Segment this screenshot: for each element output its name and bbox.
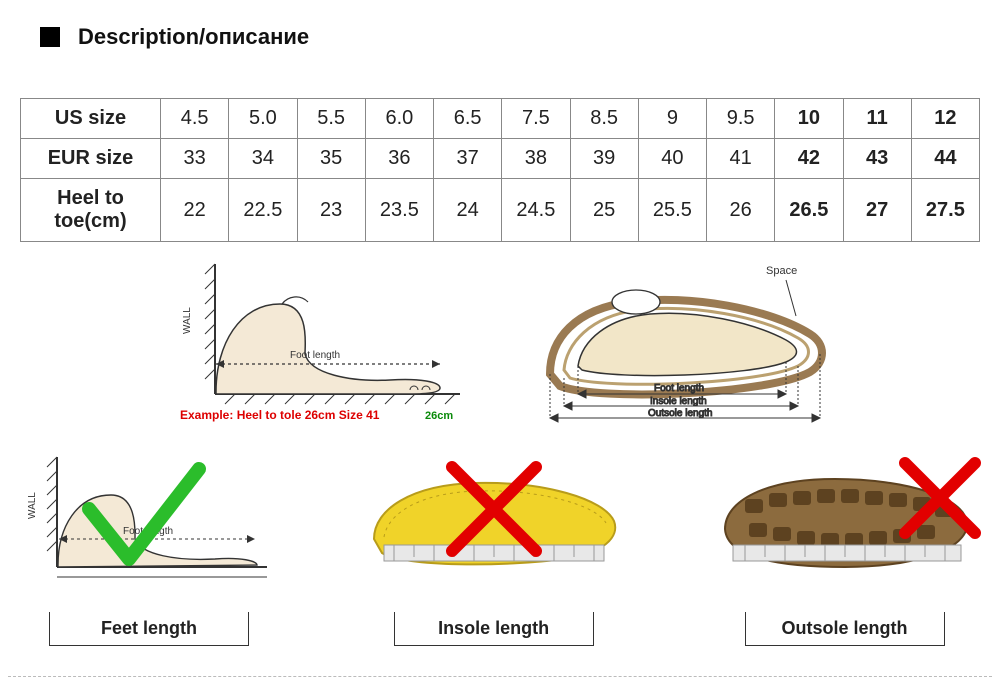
size-cell: 27.5	[911, 179, 979, 242]
size-cell: 25	[570, 179, 638, 242]
size-cell: 33	[161, 139, 229, 179]
size-cell: 40	[638, 139, 706, 179]
size-cell: 8.5	[570, 99, 638, 139]
shoe-space-svg: Space Foot length Insole length Outsole …	[520, 254, 840, 424]
size-chart-table: US size4.55.05.56.06.57.58.599.5101112EU…	[20, 98, 980, 242]
size-cell: 23	[297, 179, 365, 242]
foot-length-label: Foot length	[290, 350, 340, 361]
size-cell: 26.5	[775, 179, 843, 242]
section-header: Description/описание	[0, 0, 1000, 68]
size-cell: 22.5	[229, 179, 297, 242]
outsole-length-panel: Outsole length	[689, 449, 1000, 646]
size-cell: 24.5	[502, 179, 570, 242]
outsole-length-caption: Outsole length	[745, 612, 945, 646]
size-cell: 5.0	[229, 99, 297, 139]
header-title: Description/описание	[78, 24, 309, 50]
size-cell: 43	[843, 139, 911, 179]
table-row: EUR size333435363738394041424344	[21, 139, 980, 179]
feet-length-svg: WALL Foot length	[19, 449, 279, 599]
size-cell: 6.5	[434, 99, 502, 139]
size-cell: 11	[843, 99, 911, 139]
foot-wall-diagram: WALL	[160, 254, 480, 429]
size-cell: 12	[911, 99, 979, 139]
size-cell: 26	[707, 179, 775, 242]
size-cell: 10	[775, 99, 843, 139]
size-cell: 27	[843, 179, 911, 242]
size-cell: 7.5	[502, 99, 570, 139]
row-header: EUR size	[21, 139, 161, 179]
shoe-space-diagram: Space Foot length Insole length Outsole …	[520, 254, 840, 429]
size-cell: 5.5	[297, 99, 365, 139]
diagrams-area: WALL	[0, 254, 1000, 646]
size-cell: 34	[229, 139, 297, 179]
size-cell: 4.5	[161, 99, 229, 139]
size-cell: 9.5	[707, 99, 775, 139]
example-text: Example: Heel to tole 26cm Size 41	[180, 408, 380, 422]
size-cell: 42	[775, 139, 843, 179]
shoe-outsole-length: Outsole length	[648, 408, 713, 419]
example-cm: 26cm	[425, 410, 453, 422]
outsole-length-svg	[705, 449, 985, 599]
size-cell: 22	[161, 179, 229, 242]
table-row: Heel to toe(cm)2222.52323.52424.52525.52…	[21, 179, 980, 242]
size-cell: 9	[638, 99, 706, 139]
size-cell: 38	[502, 139, 570, 179]
row-header: Heel to toe(cm)	[21, 179, 161, 242]
table-row: US size4.55.05.56.06.57.58.599.5101112	[21, 99, 980, 139]
size-cell: 36	[365, 139, 433, 179]
shoe-insole-length: Insole length	[650, 396, 707, 407]
wall-label: WALL	[182, 307, 193, 334]
foot-wall-svg: WALL	[160, 254, 480, 424]
wall-label-2: WALL	[27, 492, 38, 519]
size-cell: 37	[434, 139, 502, 179]
insole-length-svg	[354, 449, 634, 599]
row-header: US size	[21, 99, 161, 139]
size-cell: 39	[570, 139, 638, 179]
insole-length-panel: Insole length	[338, 449, 649, 646]
size-cell: 35	[297, 139, 365, 179]
size-cell: 44	[911, 139, 979, 179]
size-cell: 41	[707, 139, 775, 179]
shoe-foot-length: Foot length	[654, 383, 704, 394]
size-cell: 24	[434, 179, 502, 242]
space-label: Space	[766, 265, 797, 277]
size-cell: 23.5	[365, 179, 433, 242]
header-bullet	[40, 27, 60, 47]
diagram-row-2: WALL Foot length Feet length	[0, 449, 1000, 646]
size-cell: 6.0	[365, 99, 433, 139]
feet-length-caption: Feet length	[49, 612, 249, 646]
diagram-row-1: WALL	[0, 254, 1000, 429]
size-cell: 25.5	[638, 179, 706, 242]
feet-length-panel: WALL Foot length Feet length	[0, 449, 298, 646]
section-divider	[8, 676, 992, 677]
insole-length-caption: Insole length	[394, 612, 594, 646]
